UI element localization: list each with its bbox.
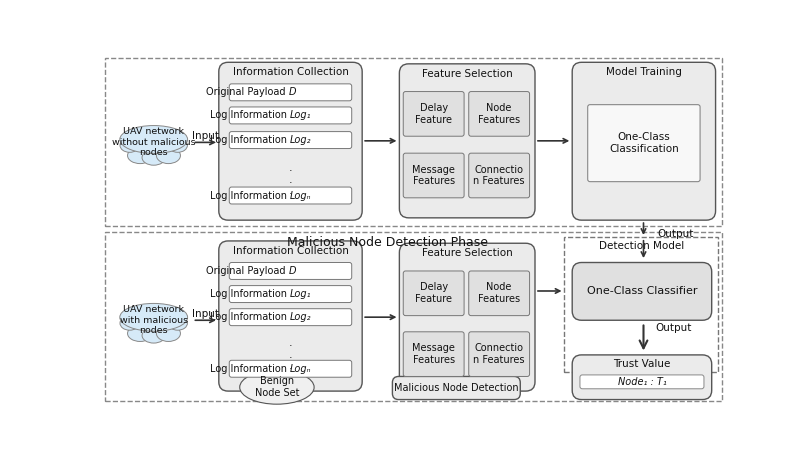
Text: Output: Output [655, 323, 692, 333]
Text: UAV network
with malicious
nodes: UAV network with malicious nodes [120, 305, 187, 335]
Text: Input: Input [192, 131, 219, 141]
FancyBboxPatch shape [587, 105, 700, 182]
Text: Information Collection: Information Collection [233, 67, 348, 77]
Text: Message
Features: Message Features [412, 165, 455, 186]
FancyBboxPatch shape [229, 360, 351, 377]
Ellipse shape [168, 316, 187, 330]
Text: Logₙ: Logₙ [290, 364, 311, 374]
Text: Connectio
n Features: Connectio n Features [473, 344, 525, 365]
Text: Log Information: Log Information [209, 111, 290, 121]
FancyBboxPatch shape [393, 376, 520, 399]
Text: ·
·
·: · · · [288, 166, 292, 199]
FancyBboxPatch shape [399, 64, 535, 218]
Text: Malicious Node Detection Phase: Malicious Node Detection Phase [288, 236, 488, 249]
Text: Log₁: Log₁ [290, 111, 311, 121]
FancyBboxPatch shape [469, 91, 529, 136]
FancyBboxPatch shape [399, 243, 535, 391]
Text: Original Payload: Original Payload [206, 266, 289, 276]
FancyBboxPatch shape [219, 241, 362, 391]
FancyBboxPatch shape [403, 91, 464, 136]
Text: Benign
Node Set: Benign Node Set [255, 376, 299, 398]
FancyBboxPatch shape [572, 62, 716, 220]
FancyBboxPatch shape [229, 84, 351, 101]
FancyBboxPatch shape [469, 271, 529, 316]
Ellipse shape [157, 325, 180, 341]
Text: Log₂: Log₂ [290, 135, 311, 145]
FancyBboxPatch shape [572, 263, 712, 320]
Text: D: D [289, 266, 297, 276]
Text: Log Information: Log Information [209, 135, 290, 145]
FancyBboxPatch shape [229, 286, 351, 303]
Ellipse shape [168, 138, 187, 152]
FancyBboxPatch shape [219, 62, 362, 220]
FancyBboxPatch shape [229, 187, 351, 204]
FancyBboxPatch shape [403, 332, 464, 376]
Text: Original Payload: Original Payload [206, 87, 289, 97]
Text: Node
Features: Node Features [478, 103, 520, 125]
Text: Node
Features: Node Features [478, 283, 520, 304]
FancyBboxPatch shape [229, 107, 351, 124]
Text: Detection Model: Detection Model [599, 241, 684, 251]
Text: Information Collection: Information Collection [233, 246, 348, 256]
Text: Trust Value: Trust Value [613, 359, 671, 369]
FancyBboxPatch shape [580, 375, 704, 389]
Text: Log₂: Log₂ [290, 312, 311, 322]
Bar [105, 58, 722, 226]
Ellipse shape [128, 147, 153, 164]
Text: Malicious Node Detection: Malicious Node Detection [394, 383, 519, 393]
Ellipse shape [120, 126, 187, 153]
FancyBboxPatch shape [403, 153, 464, 198]
Text: Logₙ: Logₙ [290, 191, 311, 201]
Text: Feature Selection: Feature Selection [422, 248, 512, 258]
Ellipse shape [120, 138, 139, 152]
Text: Log Information: Log Information [209, 364, 290, 374]
Ellipse shape [120, 303, 187, 331]
Text: Connectio
n Features: Connectio n Features [473, 165, 525, 186]
Text: Output: Output [658, 229, 694, 239]
Text: ·
·
·: · · · [288, 341, 292, 374]
Ellipse shape [142, 150, 166, 165]
Text: Feature Selection: Feature Selection [422, 69, 512, 79]
FancyBboxPatch shape [403, 271, 464, 316]
Ellipse shape [120, 316, 139, 330]
Text: Input: Input [192, 309, 219, 319]
Text: Delay
Feature: Delay Feature [415, 283, 452, 304]
Text: D: D [289, 87, 297, 97]
FancyBboxPatch shape [229, 308, 351, 326]
FancyBboxPatch shape [229, 263, 351, 279]
Text: Message
Features: Message Features [412, 344, 455, 365]
Ellipse shape [240, 370, 314, 404]
Text: One-Class Classifier: One-Class Classifier [587, 286, 697, 296]
FancyBboxPatch shape [229, 131, 351, 148]
Text: One-Class
Classification: One-Class Classification [609, 132, 679, 154]
Text: Log Information: Log Information [209, 289, 290, 299]
Bar [565, 237, 718, 372]
Text: Model Training: Model Training [606, 67, 682, 77]
FancyBboxPatch shape [572, 355, 712, 399]
Text: Log₁: Log₁ [290, 289, 311, 299]
Bar [105, 232, 722, 401]
Ellipse shape [128, 325, 153, 341]
Text: Log Information: Log Information [209, 312, 290, 322]
Ellipse shape [157, 147, 180, 164]
FancyBboxPatch shape [469, 153, 529, 198]
Text: Log Information: Log Information [209, 191, 290, 201]
FancyBboxPatch shape [469, 332, 529, 376]
Text: Delay
Feature: Delay Feature [415, 103, 452, 125]
Ellipse shape [142, 328, 166, 343]
Text: Node₁ : T₁: Node₁ : T₁ [617, 377, 667, 387]
Text: UAV network
without malicious
nodes: UAV network without malicious nodes [112, 127, 196, 157]
